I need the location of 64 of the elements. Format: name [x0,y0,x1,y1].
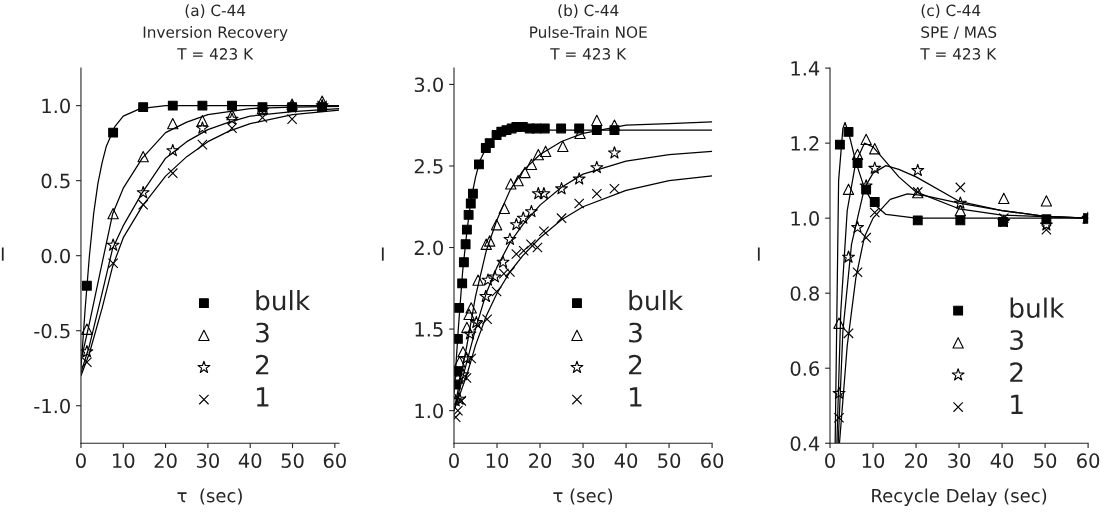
text: T = 423 K [550,48,627,60]
y-axis-title: I [1,247,4,261]
x-tick-label: 10 [862,453,885,469]
x-tick-label: 10 [113,453,135,469]
x-tick-label: 40 [238,453,262,469]
x-tick-label: 50 [658,453,681,469]
x-tick-label: 0 [825,453,835,469]
legend-label: 2 [256,354,269,375]
legend-label: 3 [256,322,269,343]
x-axis-title: Recycle Delay (sec) [872,488,1047,506]
text: T = 423 K [177,48,254,60]
legend-label: 1 [1011,394,1023,415]
x-tick-label: 30 [948,453,971,469]
chart-title: (c) C-44 [921,4,981,18]
legend-label: 2 [1010,362,1023,382]
chart-title: (b) C-44 [558,4,619,18]
legend-label: bulk [256,290,311,311]
text: T = 423 K [920,48,997,60]
x-tick-label: 0 [449,453,459,469]
y-tick-label: 1.0 [42,98,70,114]
chart-subtitle: SPE / MAS [921,26,997,40]
x-tick-label: 60 [701,453,724,469]
y-tick-label: -1.0 [34,398,70,414]
y-tick-label: 2.0 [414,240,443,256]
y-tick-label: 1.0 [415,403,443,419]
y-tick-label: 1.4 [791,61,820,76]
x-tick-label: 60 [1077,453,1100,469]
y-tick-label: 1.2 [791,136,819,151]
chart-subtitle: Inversion Recovery [143,26,288,41]
y-axis-title: I [381,247,384,261]
legend-label: bulk [1010,297,1065,318]
y-tick-label: 0.0 [41,248,70,264]
legend-label: 3 [629,322,642,343]
legend-label: 3 [1010,330,1023,351]
x-tick-label: 50 [281,453,304,469]
y-tick-label: 0.6 [790,361,820,376]
y-axis-title: I [757,247,760,261]
x-tick-label: 20 [529,453,552,469]
legend-label: bulk [629,290,684,311]
x-axis-title: τ (sec) [553,488,613,505]
chart-subtitle: Pulse-Train NOE [530,26,647,38]
y-tick-label: 1.5 [415,322,443,337]
x-tick-label: 0 [76,453,86,469]
x-tick-label: 40 [614,453,638,469]
y-tick-label: -0.5 [34,323,70,339]
chart-title: (a) C-44 [185,4,246,18]
x-tick-label: 60 [323,453,346,469]
x-tick-label: 20 [154,453,177,469]
y-tick-label: 0.4 [790,436,820,451]
y-tick-label: 3.0 [414,77,443,93]
y-tick-label: 0.5 [41,173,70,189]
x-tick-label: 10 [486,453,509,469]
legend-label: 1 [629,387,642,407]
legend-label: 1 [256,387,269,407]
x-tick-label: 50 [1034,453,1057,469]
y-tick-label: 2.5 [414,158,443,174]
x-tick-label: 20 [905,453,928,469]
y-tick-label: 1.0 [791,211,819,226]
x-axis-title: τ (sec) [177,488,242,505]
x-tick-label: 30 [197,453,219,469]
y-tick-label: 0.8 [790,286,819,301]
x-tick-label: 40 [990,453,1014,469]
x-tick-label: 30 [572,453,595,469]
legend-label: 2 [629,354,642,375]
